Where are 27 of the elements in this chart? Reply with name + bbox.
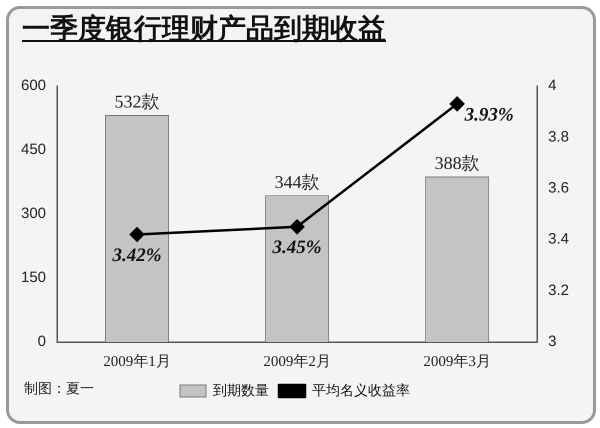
data-label: 388款 [434, 153, 480, 174]
y-tick-label: 0 [38, 333, 46, 350]
y2-tick-label: 3.6 [548, 180, 570, 197]
data-label: 532款 [114, 92, 160, 112]
data-label: 344款 [274, 172, 320, 192]
x-tick-label: 2009年1月 [103, 352, 171, 370]
y-tick-label: 450 [20, 141, 46, 158]
y2-tick-label: 4 [548, 77, 556, 94]
y-tick-label: 150 [20, 269, 46, 286]
y-tick-label: 300 [20, 205, 46, 222]
data-label: 3.42% [112, 244, 162, 266]
y2-tick-label: 3.4 [548, 230, 570, 248]
data-label: 3.45% [272, 237, 322, 258]
data-label: 3.93% [464, 104, 514, 126]
legend-label: 平均名义收益率 [312, 382, 410, 398]
x-tick-label: 2009年3月 [423, 352, 491, 370]
point [290, 220, 304, 234]
y2-tick-label: 3 [548, 333, 556, 350]
y2-tick-label: 3.2 [548, 282, 570, 299]
x-tick-label: 2009年2月 [263, 352, 331, 370]
point [450, 96, 464, 112]
text: 制图：夏一 [24, 380, 94, 398]
point [130, 227, 144, 242]
chart-title: 一季度银行理财产品到期收益 [22, 11, 386, 47]
y-tick-label: 600 [20, 77, 46, 94]
y2-tick-label: 3.8 [548, 128, 570, 146]
legend-label: 到期数量 [213, 382, 269, 398]
